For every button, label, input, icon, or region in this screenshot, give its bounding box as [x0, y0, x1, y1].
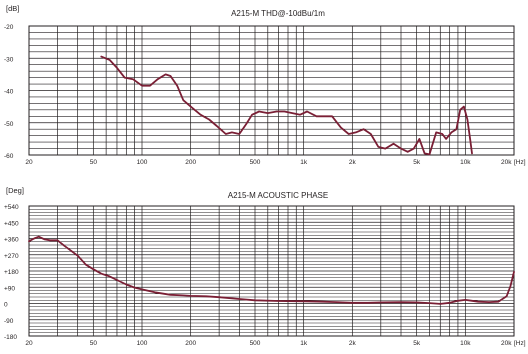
phase-grid	[29, 206, 514, 336]
phase-x-tick-label: 500	[250, 340, 261, 347]
phase-x-tick-label: 1k	[300, 340, 308, 347]
phase-x-tick-label: 50	[90, 340, 98, 347]
thd-x-tick-label: 20	[25, 159, 33, 166]
thd-x-tick-label: 10k	[460, 159, 471, 166]
thd-x-tick-label: 50	[90, 159, 98, 166]
thd-grid	[29, 26, 514, 155]
thd-y-tick-label: -60	[4, 153, 14, 160]
phase-y-axis-unit: [Deg]	[6, 186, 24, 195]
thd-x-tick-label: 2k	[349, 159, 357, 166]
phase-y-tick-label: 0	[4, 302, 8, 309]
thd-y-tick-label: -50	[4, 121, 14, 128]
thd-series-line	[100, 55, 473, 156]
phase-chart-title: A215-M ACOUSTIC PHASE	[228, 191, 328, 200]
thd-x-axis-unit: [Hz]	[514, 159, 526, 166]
thd-x-tick-label: 500	[250, 159, 261, 166]
thd-x-tick-label: 100	[137, 159, 148, 166]
phase-y-tick-label: +270	[4, 253, 19, 260]
phase-chart: A215-M ACOUSTIC PHASE [Deg] +540 +450 +360…	[4, 186, 526, 347]
phase-y-tick-label: +180	[4, 269, 19, 276]
phase-series-line	[28, 235, 515, 305]
phase-y-tick-label: +540	[4, 204, 19, 211]
phase-x-tick-label: 200	[185, 340, 196, 347]
thd-x-tick-label: 1k	[300, 159, 308, 166]
thd-x-tick-label: 20k	[501, 159, 512, 166]
thd-y-tick-label: -20	[4, 24, 14, 31]
thd-y-tick-label: -40	[4, 89, 14, 96]
phase-y-tick-label: +90	[4, 285, 15, 292]
thd-y-axis-unit: [dB]	[6, 4, 19, 13]
phase-y-tick-label: -180	[4, 334, 17, 341]
phase-x-axis-unit: [Hz]	[514, 340, 526, 347]
thd-chart-title: A215-M THD@-10dBu/1m	[231, 9, 325, 18]
phase-x-tick-label: 10k	[460, 340, 471, 347]
phase-x-tick-label: 20	[25, 340, 33, 347]
phase-x-tick-label: 5k	[413, 340, 421, 347]
phase-y-tick-label: -90	[4, 318, 14, 325]
phase-y-tick-label: +450	[4, 220, 19, 227]
phase-x-tick-label: 20k	[501, 340, 512, 347]
thd-chart: A215-M THD@-10dBu/1m [dB] -20 -30 -40 -50 -6…	[4, 4, 526, 166]
phase-x-tick-label: 2k	[349, 340, 357, 347]
thd-y-tick-label: -30	[4, 56, 14, 63]
phase-y-tick-label: +360	[4, 237, 19, 244]
thd-x-tick-label: 5k	[413, 159, 421, 166]
thd-x-tick-label: 200	[185, 159, 196, 166]
phase-x-tick-label: 100	[137, 340, 148, 347]
